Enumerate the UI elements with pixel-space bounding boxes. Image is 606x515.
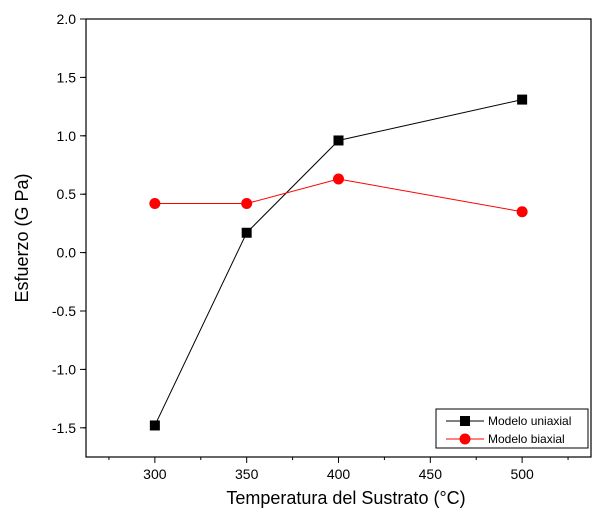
data-point-biaxial [241, 198, 253, 210]
x-axis-title: Temperatura del Sustrato (°C) [226, 488, 465, 508]
x-tick-label: 500 [510, 466, 534, 482]
data-point-uniaxial [333, 135, 344, 146]
legend-marker-biaxial [459, 433, 471, 445]
data-point-biaxial [333, 173, 344, 185]
x-tick-label: 450 [419, 466, 443, 482]
x-tick-label: 400 [327, 466, 351, 482]
x-tick-label: 300 [143, 466, 167, 482]
legend-label-biaxial: Modelo biaxial [488, 432, 565, 446]
y-tick-label: -1.5 [52, 420, 76, 436]
data-point-uniaxial [149, 420, 160, 431]
series-line-0 [154, 99, 523, 426]
data-point-biaxial [149, 198, 161, 210]
x-tick-label: 350 [235, 466, 259, 482]
series-line-1 [154, 178, 523, 213]
x-axis-ticks: 300 350 400 450 500 [108, 457, 569, 482]
y-tick-label: 2.0 [57, 11, 77, 27]
legend-label-uniaxial: Modelo uniaxial [488, 414, 571, 428]
y-axis-title: Esfuerzo (G Pa) [12, 173, 32, 302]
legend-marker-uniaxial [460, 416, 470, 426]
y-tick-label: 1.5 [57, 69, 77, 85]
data-point-uniaxial [241, 227, 252, 238]
y-tick-label: -0.5 [52, 303, 76, 319]
legend: Modelo uniaxial Modelo biaxial [435, 408, 589, 449]
y-tick-label: 1.0 [57, 128, 77, 144]
legend-box [435, 408, 589, 449]
plot-frame [85, 18, 592, 458]
y-axis-ticks: -1.5 -1.0 -0.5 0.0 0.5 1.0 1.5 2.0 [52, 11, 86, 436]
y-tick-label: 0.0 [57, 245, 77, 261]
y-tick-label: -1.0 [52, 361, 76, 377]
data-point-biaxial [516, 206, 528, 218]
series-layer [149, 94, 528, 431]
data-point-uniaxial [517, 94, 528, 105]
y-tick-label: 0.5 [57, 186, 77, 202]
